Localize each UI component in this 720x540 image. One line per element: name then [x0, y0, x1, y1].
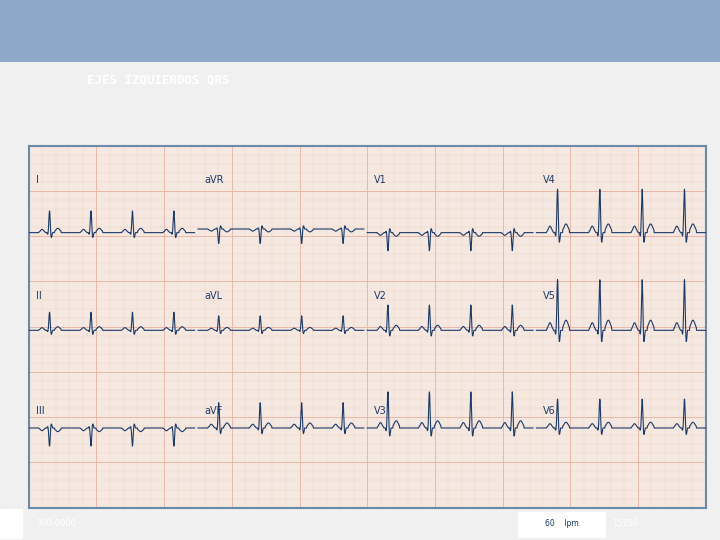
Text: 60    lpm: 60 lpm	[545, 519, 578, 528]
Text: 15150: 15150	[612, 519, 638, 528]
Text: I: I	[35, 175, 38, 185]
Text: EJEMPLO 9:: EJEMPLO 9:	[342, 14, 536, 43]
Text: 300-0000: 300-0000	[36, 519, 76, 528]
FancyBboxPatch shape	[518, 512, 605, 537]
Text: Atrio: Atrio	[35, 16, 117, 34]
Text: .com: .com	[87, 42, 111, 52]
Text: aVR: aVR	[204, 175, 224, 185]
Text: Cardio: Cardio	[35, 16, 96, 34]
Text: V5: V5	[543, 291, 556, 301]
Text: III: III	[35, 406, 44, 416]
Text: V4: V4	[543, 175, 556, 185]
Text: V3: V3	[374, 406, 387, 416]
Text: V1: V1	[374, 175, 387, 185]
FancyBboxPatch shape	[0, 509, 22, 538]
Text: aVL: aVL	[204, 291, 223, 301]
Text: EJES IZQUIERDOS QRS: EJES IZQUIERDOS QRS	[87, 73, 230, 86]
Text: V2: V2	[374, 291, 387, 301]
Text: V6: V6	[543, 406, 556, 416]
Text: aVF: aVF	[204, 406, 223, 416]
Text: II: II	[35, 291, 41, 301]
